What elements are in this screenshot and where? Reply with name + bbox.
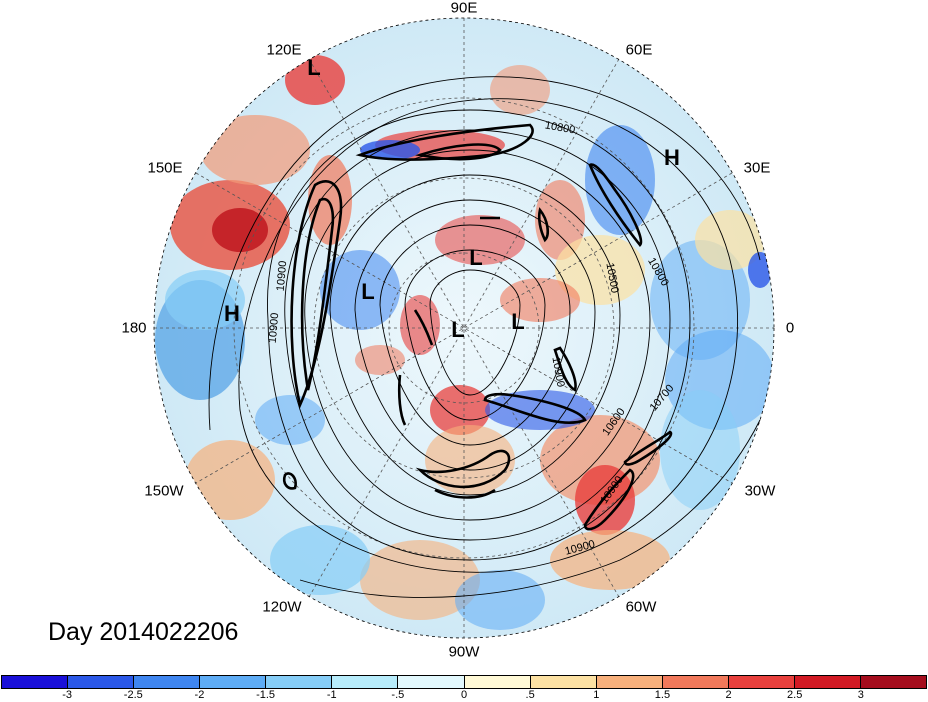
colorbar-tick-label: 2	[725, 689, 732, 701]
pressure-center-low: L	[361, 279, 375, 304]
colorbar-tick-label: 2.5	[787, 689, 803, 701]
colorbar-swatch	[2, 676, 69, 688]
colorbar-tick-label: -1.5	[256, 689, 276, 701]
anomaly-field	[154, 18, 774, 638]
colorbar-swatch	[332, 676, 399, 688]
lon-label-60e: 60E	[625, 41, 653, 59]
graticule	[154, 18, 774, 638]
colorbar-tick-label: 3	[857, 689, 864, 701]
lon-label-90w: 90W	[448, 643, 480, 661]
colorbar-swatch	[861, 676, 927, 688]
pressure-center-low: L	[469, 245, 483, 270]
colorbar-swatch	[662, 676, 729, 688]
colorbar-tick-label: 0	[460, 689, 468, 701]
colorbar-swatch	[794, 676, 862, 688]
lon-label-150w: 150W	[144, 482, 184, 500]
map-boundary	[153, 17, 775, 639]
colorbar-tick-label: 1	[593, 689, 600, 701]
lon-label-150e: 150E	[147, 159, 183, 177]
colorbar-swatch	[200, 676, 267, 688]
colorbar-tick-label: .5	[525, 689, 535, 701]
lon-label-60w: 60W	[625, 598, 657, 616]
colorbar-tick-label: -2	[194, 689, 205, 701]
lon-label-30w: 30W	[744, 482, 776, 500]
lon-label-0: 0	[785, 319, 795, 337]
colorbar-tick-label: -1	[326, 689, 337, 701]
pressure-center-low: L	[307, 55, 321, 80]
lon-label-120w: 120W	[262, 598, 302, 616]
height-contours	[208, 76, 761, 598]
lon-label-120e: 120E	[266, 41, 302, 59]
colorbar-swatch	[134, 676, 201, 688]
colorbar-swatch	[68, 676, 135, 688]
lon-label-30e: 30E	[743, 159, 771, 177]
colorbar-swatch	[266, 676, 333, 688]
colorbar-swatch	[596, 676, 663, 688]
pressure-center-high: H	[224, 301, 240, 326]
pressure-center-low: L	[511, 309, 525, 334]
pressure-center-low: L	[451, 317, 465, 342]
colorbar-tick-label: -.5	[391, 689, 405, 701]
colorbar-swatch	[398, 676, 465, 688]
jet-contours	[282, 123, 673, 531]
lon-label-180: 180	[121, 319, 147, 337]
lon-label-90e: 90E	[450, 0, 478, 17]
colorbar-swatch	[728, 676, 795, 688]
colorbar-swatch	[530, 676, 597, 688]
colorbar-tick-label: -3	[62, 689, 73, 701]
map-title: Day 2014022206	[48, 618, 239, 646]
colorbar-tick-label: -2.5	[123, 689, 143, 701]
colorbar-tick-label: 1.5	[654, 689, 671, 701]
colorbar-swatch	[464, 676, 531, 688]
pressure-center-high: H	[664, 145, 680, 170]
colorbar	[1, 675, 927, 689]
